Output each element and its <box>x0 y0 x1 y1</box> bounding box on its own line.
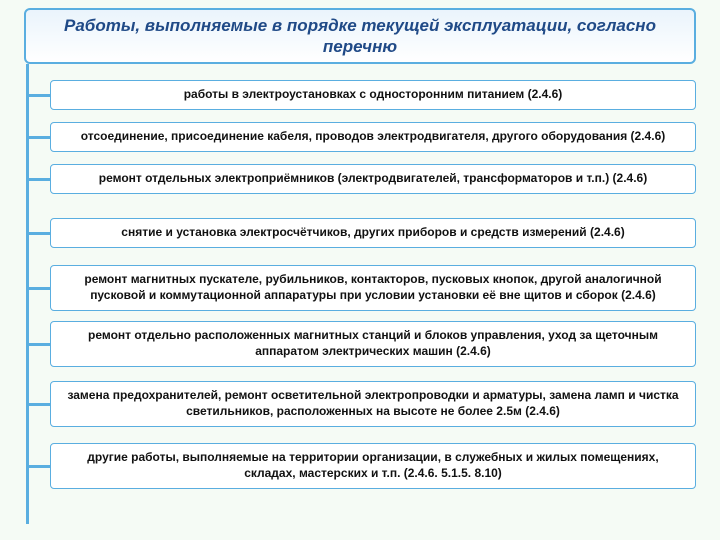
item-row: работы в электроустановках с односторонн… <box>26 80 696 110</box>
connector-line <box>26 178 50 181</box>
item-box: отсоединение, присоединение кабеля, пров… <box>50 122 696 152</box>
item-row: ремонт отдельных электроприёмников (элек… <box>26 164 696 194</box>
connector-line <box>26 465 50 468</box>
item-row: снятие и установка электросчётчиков, дру… <box>26 218 696 248</box>
item-box: замена предохранителей, ремонт осветител… <box>50 381 696 426</box>
item-row: ремонт отдельно расположенных магнитных … <box>26 322 696 366</box>
connector-line <box>26 287 50 290</box>
item-box: ремонт магнитных пускателе, рубильников,… <box>50 265 696 310</box>
title-box: Работы, выполняемые в порядке текущей эк… <box>24 8 696 64</box>
connector-line <box>26 94 50 97</box>
item-row: ремонт магнитных пускателе, рубильников,… <box>26 266 696 310</box>
item-box: другие работы, выполняемые на территории… <box>50 443 696 488</box>
connector-line <box>26 403 50 406</box>
item-box: снятие и установка электросчётчиков, дру… <box>50 218 696 248</box>
item-box: работы в электроустановках с односторонн… <box>50 80 696 110</box>
title-text: Работы, выполняемые в порядке текущей эк… <box>42 15 678 58</box>
item-row: замена предохранителей, ремонт осветител… <box>26 382 696 426</box>
connector-line <box>26 343 50 346</box>
connector-line <box>26 136 50 139</box>
item-row: отсоединение, присоединение кабеля, пров… <box>26 122 696 152</box>
slide: Работы, выполняемые в порядке текущей эк… <box>0 0 720 540</box>
item-row: другие работы, выполняемые на территории… <box>26 444 696 488</box>
connector-line <box>26 232 50 235</box>
item-box: ремонт отдельных электроприёмников (элек… <box>50 164 696 194</box>
item-box: ремонт отдельно расположенных магнитных … <box>50 321 696 366</box>
